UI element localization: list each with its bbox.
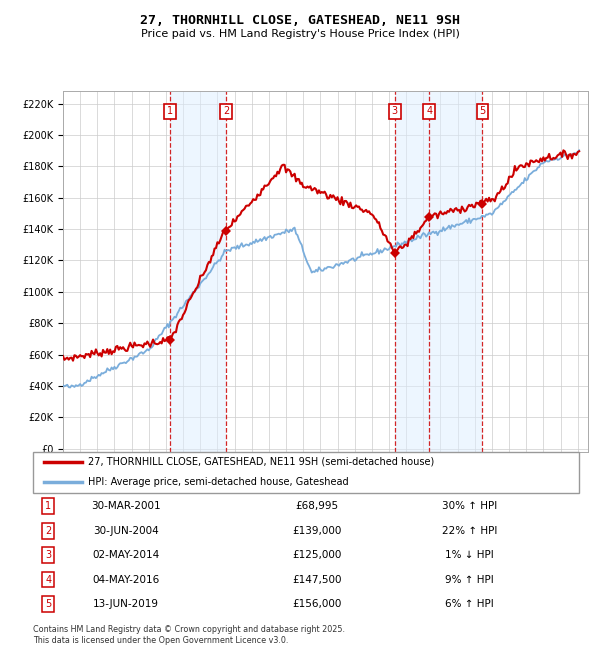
Bar <box>429 91 482 452</box>
Text: £147,500: £147,500 <box>292 575 341 584</box>
Text: £125,000: £125,000 <box>292 550 341 560</box>
Text: 30-MAR-2001: 30-MAR-2001 <box>91 501 161 511</box>
Text: 6% ↑ HPI: 6% ↑ HPI <box>445 599 494 609</box>
Text: £68,995: £68,995 <box>295 501 338 511</box>
Text: 1: 1 <box>167 107 173 116</box>
Text: Contains HM Land Registry data © Crown copyright and database right 2025.: Contains HM Land Registry data © Crown c… <box>33 625 345 634</box>
FancyBboxPatch shape <box>33 452 579 493</box>
Text: HPI: Average price, semi-detached house, Gateshead: HPI: Average price, semi-detached house,… <box>88 478 348 488</box>
Text: 30% ↑ HPI: 30% ↑ HPI <box>442 501 497 511</box>
Text: 4: 4 <box>45 575 52 584</box>
Text: Price paid vs. HM Land Registry's House Price Index (HPI): Price paid vs. HM Land Registry's House … <box>140 29 460 38</box>
Text: 4: 4 <box>426 107 432 116</box>
Text: 5: 5 <box>45 599 52 609</box>
Text: 22% ↑ HPI: 22% ↑ HPI <box>442 526 497 536</box>
Text: 3: 3 <box>392 107 398 116</box>
Text: 02-MAY-2014: 02-MAY-2014 <box>92 550 160 560</box>
Text: 1% ↓ HPI: 1% ↓ HPI <box>445 550 494 560</box>
Text: 2: 2 <box>223 107 229 116</box>
Text: £139,000: £139,000 <box>292 526 341 536</box>
Text: 2: 2 <box>45 526 52 536</box>
Text: 13-JUN-2019: 13-JUN-2019 <box>93 599 159 609</box>
Text: 3: 3 <box>45 550 52 560</box>
Bar <box>395 91 429 452</box>
Text: £156,000: £156,000 <box>292 599 341 609</box>
Text: 5: 5 <box>479 107 485 116</box>
Text: 04-MAY-2016: 04-MAY-2016 <box>92 575 160 584</box>
Text: 27, THORNHILL CLOSE, GATESHEAD, NE11 9SH (semi-detached house): 27, THORNHILL CLOSE, GATESHEAD, NE11 9SH… <box>88 457 434 467</box>
Text: 27, THORNHILL CLOSE, GATESHEAD, NE11 9SH: 27, THORNHILL CLOSE, GATESHEAD, NE11 9SH <box>140 14 460 27</box>
Text: 30-JUN-2004: 30-JUN-2004 <box>93 526 158 536</box>
Bar <box>170 91 226 452</box>
Text: This data is licensed under the Open Government Licence v3.0.: This data is licensed under the Open Gov… <box>33 636 289 645</box>
Text: 1: 1 <box>45 501 52 511</box>
Text: 9% ↑ HPI: 9% ↑ HPI <box>445 575 494 584</box>
